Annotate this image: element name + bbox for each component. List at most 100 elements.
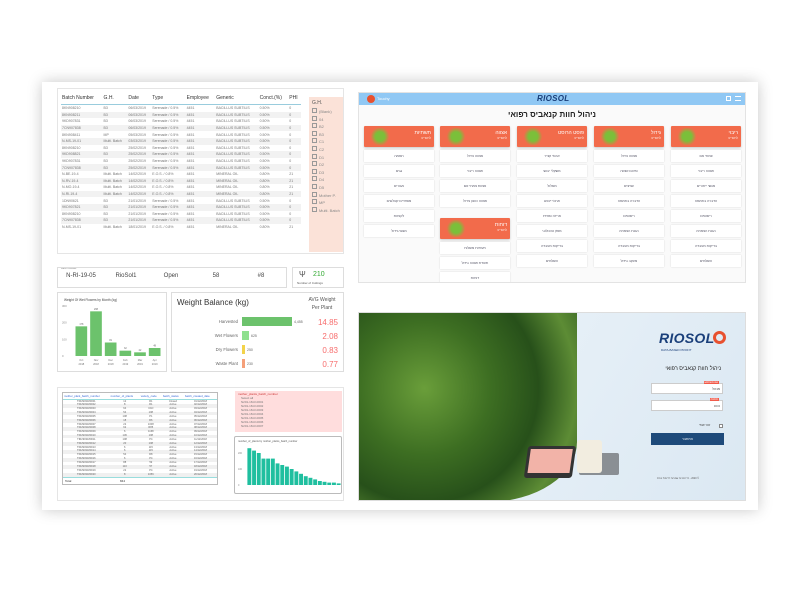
username-field[interactable]: שם משתמש מנהל — [651, 381, 723, 394]
menu-item[interactable]: סיכום אצווה — [594, 165, 664, 177]
bar[interactable] — [242, 331, 250, 340]
bar[interactable] — [75, 326, 88, 356]
slicer-item[interactable]: C2 — [312, 146, 340, 152]
slicer-item[interactable]: B3 — [312, 131, 340, 137]
bar[interactable] — [242, 359, 245, 368]
menu-item[interactable]: לקוחות — [364, 210, 434, 222]
column-header[interactable]: Generic — [215, 94, 259, 105]
menu-item[interactable]: ריסוסים — [594, 210, 664, 222]
column-header[interactable]: Employee — [185, 94, 216, 105]
column-header[interactable]: number_of_plants — [109, 393, 140, 400]
column-header[interactable]: mother_plant_batch_number — [63, 393, 110, 400]
bar[interactable] — [322, 481, 327, 485]
bar[interactable] — [148, 348, 161, 356]
menu-item[interactable]: השלמים — [671, 255, 741, 267]
bar[interactable] — [299, 473, 303, 485]
menu-item[interactable]: מגורים — [364, 180, 434, 192]
menu-item[interactable]: ארגזי ייבוש — [517, 195, 587, 207]
bar[interactable] — [308, 477, 313, 485]
bar[interactable] — [134, 352, 146, 356]
menu-item[interactable]: בדיקות מעבדה — [517, 240, 587, 252]
bar[interactable] — [266, 458, 271, 485]
bar[interactable] — [336, 483, 341, 485]
column-header[interactable]: batch_created_date — [183, 393, 217, 400]
bar[interactable] — [327, 482, 332, 485]
bar[interactable] — [242, 345, 245, 354]
menu-item[interactable]: אריזה סופית — [517, 210, 587, 222]
bar[interactable] — [247, 448, 252, 485]
slicer-item[interactable]: D1 — [312, 154, 340, 160]
menu-item[interactable]: מספרים קטלוגים — [364, 195, 434, 207]
menu-item[interactable]: מאזן טכנולוגי — [517, 225, 587, 237]
menu-item[interactable]: תעודת אצווה גידול — [440, 257, 510, 269]
menu-item[interactable]: אצוות צמחי אם — [440, 180, 510, 192]
menu-item[interactable]: אצווה ריבוי — [440, 165, 510, 177]
menu-item[interactable]: עציצים — [594, 180, 664, 192]
menu-item[interactable]: מגשי גידול — [364, 225, 434, 237]
bar[interactable] — [313, 479, 318, 485]
gh-slicer[interactable]: G.H. (Blank) 04 B2 B3 C1 C2 D1 D2 D3 D4 D5 Mother P.… — [309, 97, 343, 252]
menu-item[interactable]: מגשי ייחורים — [671, 180, 741, 192]
slicer-item[interactable]: MP — [312, 199, 340, 205]
bar[interactable] — [303, 476, 308, 485]
password-field[interactable]: סיסמה ••••• — [651, 398, 723, 411]
menu-category-header[interactable]: אצווה לתפריט — [440, 126, 510, 147]
menu-item[interactable]: אצווה גידול — [594, 150, 664, 162]
fullscreen-icon[interactable] — [726, 96, 731, 101]
column-header[interactable]: batch_status — [161, 393, 184, 400]
slicer-item[interactable]: N201-18-R-0006 — [241, 420, 264, 425]
mother-batch-slicer[interactable]: mother_plants_batch_number Select all N201… — [235, 391, 342, 432]
menu-item[interactable]: משקלי יבוש — [517, 165, 587, 177]
column-header[interactable]: Date — [127, 94, 152, 105]
bar[interactable] — [317, 481, 322, 485]
remember-checkbox[interactable] — [719, 424, 723, 428]
bar[interactable] — [242, 317, 292, 326]
bar[interactable] — [270, 458, 275, 485]
menu-item[interactable]: הגנת הצמחה — [671, 225, 741, 237]
menu-item[interactable]: דוחות — [440, 272, 510, 282]
slicer-item[interactable]: D4 — [312, 176, 340, 182]
menu-category-header[interactable]: דוחות לתפריט — [440, 218, 510, 239]
slicer-item[interactable]: N201-18-R-0005 — [241, 416, 264, 421]
slicer-item[interactable]: 04 — [312, 116, 340, 122]
slicer-item[interactable]: N201-18-R-0004 — [241, 412, 264, 417]
bar[interactable] — [261, 458, 266, 485]
slicer-item[interactable]: N201-18-R-0001 — [241, 400, 264, 405]
slicer-item[interactable]: D3 — [312, 169, 340, 175]
menu-category-header[interactable]: תשתיות לתפריט — [364, 126, 434, 147]
bar[interactable] — [252, 450, 256, 485]
bar[interactable] — [119, 350, 132, 356]
menu-item[interactable]: הדברה בחממה — [594, 195, 664, 207]
menu-item[interactable]: מעקב גידול — [594, 255, 664, 267]
menu-item[interactable]: מסלול — [517, 180, 587, 192]
column-header[interactable]: G.H. — [102, 94, 128, 105]
slicer-item[interactable]: B2 — [312, 123, 340, 129]
slicer-item[interactable]: Multi. Batch — [312, 207, 340, 213]
bar[interactable] — [256, 453, 261, 485]
bar[interactable] — [289, 469, 294, 485]
menu-item[interactable]: גגים — [364, 165, 434, 177]
menu-item[interactable]: אצווה כוונון גידול — [440, 195, 510, 207]
bar[interactable] — [285, 466, 289, 485]
bar[interactable] — [332, 482, 336, 485]
menu-item[interactable]: אצווה גידול — [440, 150, 510, 162]
menu-icon[interactable] — [735, 96, 741, 101]
column-header[interactable]: Batch Number — [61, 94, 103, 105]
bar[interactable] — [294, 471, 299, 485]
bar[interactable] — [275, 463, 280, 485]
column-header[interactable]: Conct.(%) — [258, 94, 289, 105]
slicer-item[interactable]: (Blank) — [312, 108, 340, 114]
menu-item[interactable]: השלמים — [517, 255, 587, 267]
slicer-item[interactable]: D5 — [312, 184, 340, 190]
slicer-item[interactable]: N201-18-R-0002 — [241, 404, 264, 409]
column-header[interactable]: variety_code — [139, 393, 162, 400]
menu-item[interactable]: צמחי אם — [671, 150, 741, 162]
menu-item[interactable]: בדיקות מעבדה — [671, 240, 741, 252]
column-header[interactable]: PHI — [288, 94, 301, 105]
menu-item[interactable]: תעודות משלוח — [440, 242, 510, 254]
slicer-item[interactable]: N201-18-R-0003 — [241, 408, 264, 413]
menu-item[interactable]: ארגזי קציר — [517, 150, 587, 162]
menu-item[interactable]: הדברה בחממה — [671, 195, 741, 207]
slicer-item[interactable]: C1 — [312, 138, 340, 144]
slicer-item[interactable]: Mother P. — [312, 192, 340, 198]
